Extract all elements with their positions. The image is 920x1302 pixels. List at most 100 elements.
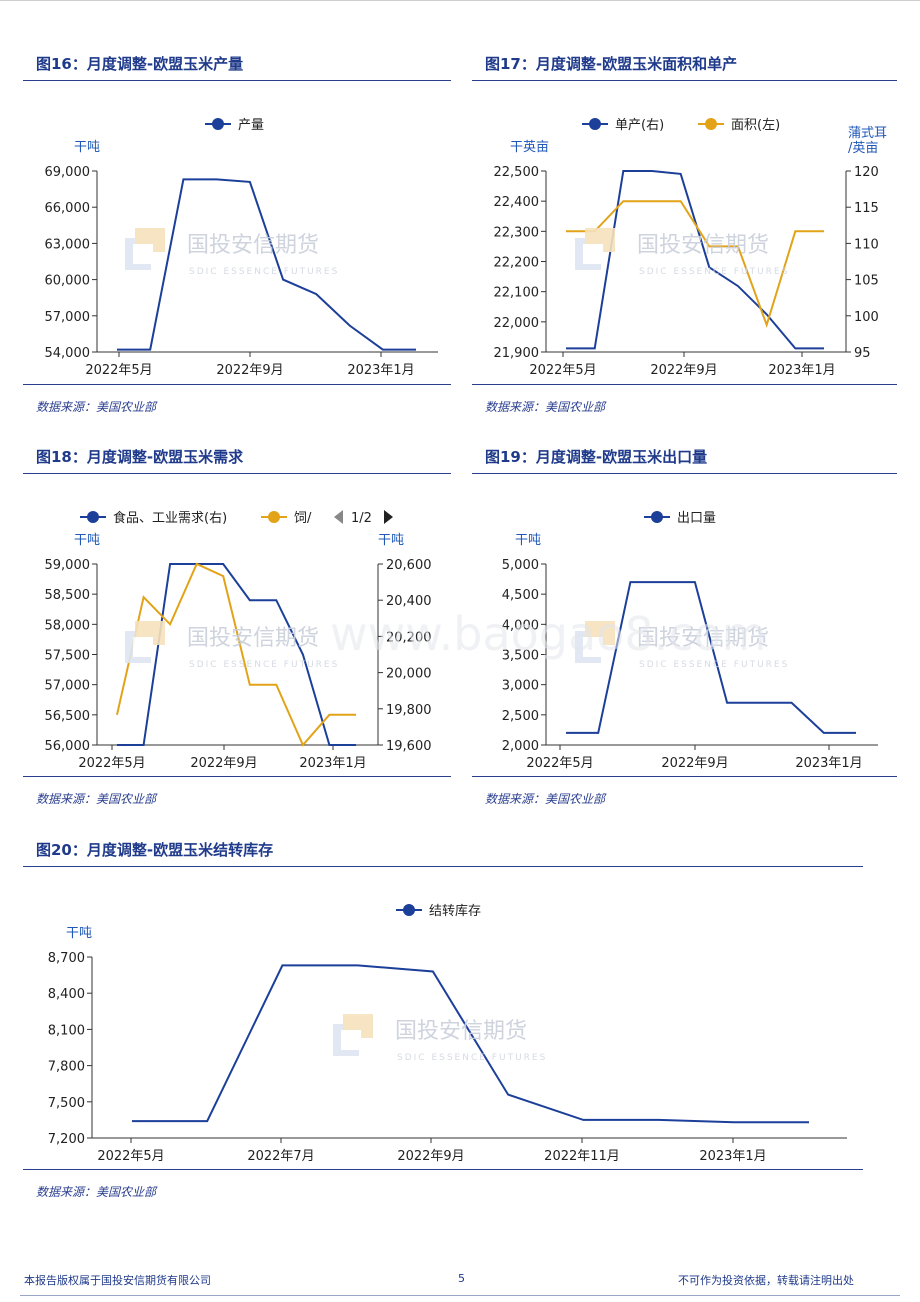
fig16-title-rule bbox=[23, 80, 451, 81]
watermark-cn: 国投安信期货 bbox=[187, 626, 319, 651]
fig17-ytick-label: 22,500 bbox=[494, 165, 540, 180]
watermark-cn: 国投安信期货 bbox=[395, 1019, 527, 1044]
fig18-source: 数据来源：美国农业部 bbox=[36, 792, 157, 806]
fig19-ytick-label: 3,000 bbox=[502, 679, 539, 694]
fig16-ytick-label: 66,000 bbox=[45, 201, 91, 216]
footer-disclaimer: 不可作为投资依据，转载请注明出处 bbox=[678, 1274, 854, 1287]
fig20-chart: 7,200 7,500 7,800 8,100 8,400 8,700 2022年5月 202… bbox=[48, 903, 847, 1164]
fig20-xtick-label: 2022年7月 bbox=[247, 1149, 314, 1164]
fig16-xtick-label: 2023年1月 bbox=[347, 363, 414, 378]
fig17-title: 图17：月度调整-欧盟玉米面积和单产 bbox=[485, 55, 738, 73]
fig18-xtick-label: 2022年9月 bbox=[190, 756, 257, 771]
legend-prev-icon[interactable] bbox=[334, 510, 343, 524]
watermark-2: 国投安信期货 SDIC ESSENCE FUTURES bbox=[125, 621, 339, 670]
fig17-unit-right: 蒲式耳 bbox=[848, 126, 887, 141]
fig20-title-rule bbox=[23, 866, 863, 867]
legend-next-icon[interactable] bbox=[384, 510, 393, 524]
watermark-en: SDIC ESSENCE FUTURES bbox=[397, 1053, 547, 1063]
fig17-legend-marker bbox=[705, 118, 717, 130]
fig19-ytick-label: 4,500 bbox=[502, 588, 539, 603]
fig18-ytick-label: 58,000 bbox=[45, 618, 91, 633]
fig18-ytick-right-label: 20,000 bbox=[386, 667, 432, 682]
fig17-ytick-label: 22,100 bbox=[494, 286, 540, 301]
fig18-ytick-label: 57,500 bbox=[45, 649, 91, 664]
fig18-series-1-line bbox=[116, 562, 356, 747]
fig19-unit-left: 干吨 bbox=[515, 533, 541, 548]
fig16-series-0-line bbox=[117, 178, 416, 351]
fig18-legend-marker bbox=[87, 511, 99, 523]
fig17-ytick-right-label: 95 bbox=[854, 346, 871, 361]
fig17-chart: 21,900 22,000 22,100 22,200 22,300 22,400 22,5… bbox=[494, 118, 887, 378]
fig19-legend-label: 出口量 bbox=[677, 511, 716, 526]
fig16-ytick-label: 54,000 bbox=[45, 346, 91, 361]
fig16-title: 图16：月度调整-欧盟玉米产量 bbox=[36, 55, 244, 73]
fig17-ytick-label: 22,200 bbox=[494, 256, 540, 271]
fig20-bottom-rule bbox=[23, 1169, 863, 1170]
fig17-unit-right: /英亩 bbox=[848, 140, 878, 156]
fig18-title: 图18：月度调整-欧盟玉米需求 bbox=[36, 448, 244, 466]
fig18-bottom-rule bbox=[23, 776, 451, 777]
fig18-ytick-right-label: 20,400 bbox=[386, 594, 432, 609]
fig17-ytick-label: 21,900 bbox=[494, 346, 540, 361]
fig19-source: 数据来源：美国农业部 bbox=[485, 792, 606, 806]
fig19-xtick-label: 2023年1月 bbox=[795, 756, 862, 771]
fig16-legend-marker bbox=[212, 118, 224, 130]
fig20-series-0-line bbox=[132, 964, 809, 1124]
watermark-logo-block bbox=[583, 637, 603, 657]
watermark-logo-block bbox=[133, 637, 153, 657]
fig17-legend-marker bbox=[589, 118, 601, 130]
fig19-xtick-label: 2022年5月 bbox=[526, 756, 593, 771]
fig19-ytick-label: 2,500 bbox=[502, 709, 539, 724]
fig18-chart: 56,000 56,500 57,000 57,500 58,000 58,500 59,0… bbox=[45, 510, 432, 771]
watermark-cn: 国投安信期货 bbox=[187, 233, 319, 258]
fig19-xtick-label: 2022年9月 bbox=[661, 756, 728, 771]
fig20-ytick-label: 8,100 bbox=[48, 1023, 85, 1038]
fig17-series-0-line bbox=[566, 170, 824, 350]
fig19-series-0-line bbox=[566, 581, 856, 734]
fig17-ytick-right-label: 110 bbox=[854, 237, 879, 252]
watermark-0: 国投安信期货 SDIC ESSENCE FUTURES bbox=[125, 228, 337, 277]
fig20-xtick-label: 2023年1月 bbox=[699, 1149, 766, 1164]
watermark-en: SDIC ESSENCE FUTURES bbox=[639, 267, 789, 277]
fig17-xtick-label: 2023年1月 bbox=[768, 363, 835, 378]
watermark-4: 国投安信期货 SDIC ESSENCE FUTURES bbox=[333, 1014, 547, 1063]
footer-copyright: 本报告版权属于国投安信期货有限公司 bbox=[24, 1274, 211, 1287]
fig18-ytick-right-label: 19,600 bbox=[386, 739, 432, 754]
fig16-ytick-label: 69,000 bbox=[45, 165, 91, 180]
fig19-ytick-label: 2,000 bbox=[502, 739, 539, 754]
fig19-ytick-label: 4,000 bbox=[502, 618, 539, 633]
fig20-ytick-label: 8,700 bbox=[48, 951, 85, 966]
fig20-legend-marker bbox=[403, 904, 415, 916]
fig18-unit-right: 干吨 bbox=[378, 533, 404, 548]
fig18-xtick-label: 2023年1月 bbox=[299, 756, 366, 771]
fig19-title: 图19：月度调整-欧盟玉米出口量 bbox=[485, 448, 708, 466]
fig17-ytick-label: 22,300 bbox=[494, 225, 540, 240]
fig17-ytick-label: 22,400 bbox=[494, 195, 540, 210]
watermark-3: 国投安信期货 SDIC ESSENCE FUTURES bbox=[575, 621, 787, 670]
watermark-logo-block bbox=[341, 1030, 361, 1050]
fig18-xtick-label: 2022年5月 bbox=[78, 756, 145, 771]
footer-rule bbox=[20, 1295, 900, 1296]
fig18-legend-label: 食品、工业需求(右) bbox=[113, 510, 227, 526]
fig19-legend-marker bbox=[651, 511, 663, 523]
fig18-ytick-label: 56,500 bbox=[45, 709, 91, 724]
fig17-ytick-label: 22,000 bbox=[494, 316, 540, 331]
fig16-unit-left: 干吨 bbox=[74, 140, 100, 155]
site-watermark: www.baogao8.com bbox=[330, 607, 766, 661]
fig17-ytick-right-label: 100 bbox=[854, 310, 879, 325]
fig17-unit-left: 干英亩 bbox=[510, 139, 549, 155]
fig18-legend-marker bbox=[268, 511, 280, 523]
fig17-title-rule bbox=[472, 80, 897, 81]
fig19-chart: 2,000 2,500 3,000 3,500 4,000 4,500 5,000 2022年… bbox=[502, 511, 878, 771]
watermark-en: SDIC ESSENCE FUTURES bbox=[189, 660, 339, 670]
fig17-ytick-right-label: 115 bbox=[854, 201, 879, 216]
fig18-ytick-label: 56,000 bbox=[45, 739, 91, 754]
fig16-legend-label: 产量 bbox=[238, 118, 264, 133]
fig17-ytick-right-label: 120 bbox=[854, 165, 879, 180]
fig19-title-rule bbox=[472, 473, 897, 474]
fig16-bottom-rule bbox=[23, 384, 451, 385]
fig18-ytick-label: 58,500 bbox=[45, 588, 91, 603]
fig18-legend-label: 饲/ bbox=[294, 511, 312, 526]
fig18-title-rule bbox=[23, 473, 451, 474]
watermark-cn: 国投安信期货 bbox=[637, 233, 769, 258]
